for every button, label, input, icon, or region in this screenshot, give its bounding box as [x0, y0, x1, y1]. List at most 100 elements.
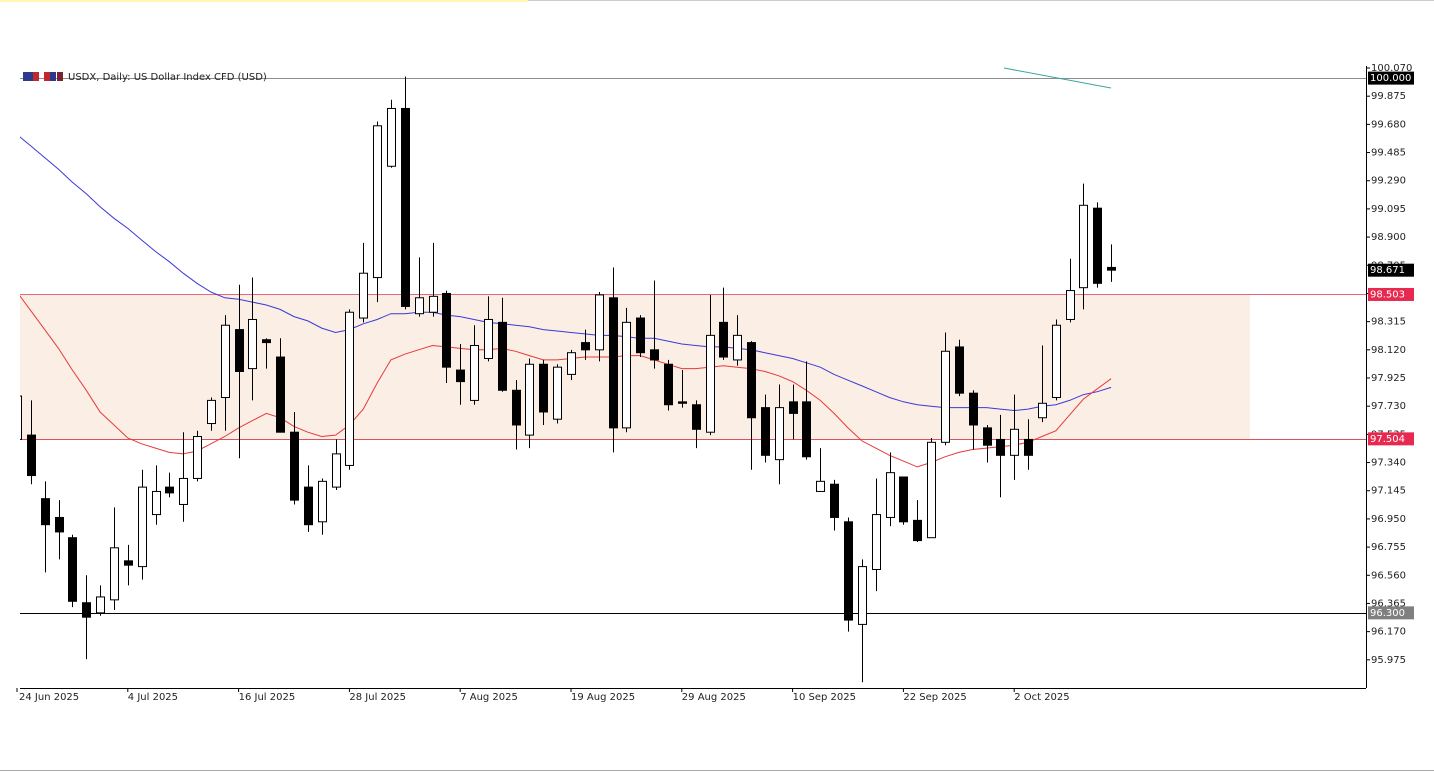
candle-body	[692, 404, 701, 430]
candle-body	[41, 498, 50, 526]
symbol-icon	[23, 72, 63, 81]
candle-body	[775, 407, 784, 461]
y-tick-label: 97.925	[1371, 373, 1406, 384]
candle-body	[664, 363, 673, 406]
candle-body	[996, 438, 1005, 456]
candle-body	[1079, 204, 1088, 289]
candle-body	[609, 297, 618, 429]
candle-body	[152, 490, 161, 516]
y-tick-label: 98.120	[1371, 345, 1406, 356]
candle-body	[816, 480, 825, 492]
candle-body	[138, 486, 147, 568]
candle-body	[1010, 428, 1019, 456]
y-tick-label: 96.560	[1371, 570, 1406, 581]
candle-body	[68, 537, 77, 602]
candle-body	[401, 107, 410, 307]
candle-body	[221, 324, 230, 399]
y-tick-label: 100.070	[1371, 63, 1412, 74]
candle-body	[124, 560, 133, 566]
zone	[20, 294, 1250, 439]
candle-body	[82, 602, 91, 618]
candle-body	[761, 407, 770, 456]
x-tick-label: 19 Aug 2025	[571, 692, 635, 703]
level-label-box	[1368, 606, 1414, 620]
plot-layer	[20, 76, 1366, 683]
candle-body	[96, 596, 105, 614]
candle-body	[941, 350, 950, 443]
candle-body	[470, 344, 479, 401]
candle-body	[747, 342, 756, 419]
candle-body	[498, 321, 507, 391]
candle-body	[110, 547, 119, 601]
candle-body	[262, 339, 271, 344]
candle-body	[567, 352, 576, 375]
x-tick-label: 7 Aug 2025	[460, 692, 518, 703]
candle-body	[55, 516, 64, 533]
chart-title: USDX, Daily: US Dollar Index CFD (USD)	[68, 72, 267, 83]
candle-body	[719, 321, 728, 358]
y-tick-label: 99.290	[1371, 176, 1406, 187]
candle-body	[539, 363, 548, 413]
x-tick-label: 24 Jun 2025	[19, 692, 79, 703]
x-tick-label: 10 Sep 2025	[793, 692, 856, 703]
y-tick-label: 98.900	[1371, 232, 1406, 243]
candle-body	[179, 477, 188, 505]
candle-body	[276, 356, 285, 433]
candle-body	[927, 441, 936, 539]
level-label: 96.300	[1370, 608, 1405, 619]
candle-body	[484, 318, 493, 359]
candle-body	[983, 427, 992, 446]
x-tick-label: 16 Jul 2025	[239, 692, 296, 703]
candle-body	[1093, 207, 1102, 284]
candle-body	[387, 107, 396, 167]
candle-body	[304, 486, 313, 526]
indicator-line	[20, 136, 1112, 412]
candle-body	[207, 399, 216, 425]
candle-body	[332, 453, 341, 488]
x-tick-label: 28 Jul 2025	[349, 692, 406, 703]
candle-body	[622, 321, 631, 429]
candle-body	[512, 389, 521, 426]
candle-body	[802, 401, 811, 458]
candle-body	[20, 395, 22, 440]
level-label: 98.503	[1370, 289, 1405, 300]
level-label-box	[1368, 71, 1414, 85]
candle-body	[415, 297, 424, 315]
y-tick-label: 95.975	[1371, 655, 1406, 666]
candle-body	[1107, 266, 1116, 271]
x-tick-label: 2 Oct 2025	[1014, 692, 1069, 703]
candle-body	[969, 392, 978, 426]
candle-body	[581, 342, 590, 351]
level-label-box	[1368, 287, 1414, 301]
y-tick-label: 99.680	[1371, 119, 1406, 130]
y-tick-label: 96.755	[1371, 542, 1406, 553]
candle-body	[373, 125, 382, 279]
x-tick-label: 22 Sep 2025	[903, 692, 966, 703]
x-tick-label: 4 Jul 2025	[128, 692, 178, 703]
candle-body	[1052, 324, 1061, 399]
candle-body	[844, 521, 853, 621]
level-label: 100.000	[1370, 73, 1411, 84]
candle-body	[525, 363, 534, 436]
candle-body	[165, 486, 174, 494]
candle-body	[955, 346, 964, 394]
candle-body	[553, 366, 562, 420]
x-tick-label: 29 Aug 2025	[682, 692, 746, 703]
candle-body	[456, 369, 465, 383]
trend-line	[1003, 67, 1112, 89]
candle-body	[1038, 402, 1047, 419]
level-label-box	[1368, 432, 1414, 446]
candle-body	[235, 329, 244, 372]
candle-body	[706, 334, 715, 433]
candle-body	[442, 292, 451, 368]
candle-body	[886, 472, 895, 518]
candle-body	[858, 566, 867, 625]
y-tick-label: 98.315	[1371, 317, 1406, 328]
candle-body	[733, 334, 742, 361]
y-tick-label: 96.950	[1371, 514, 1406, 525]
candle-body	[636, 317, 645, 354]
candle-body	[830, 483, 839, 518]
y-tick-label: 97.145	[1371, 486, 1406, 497]
last-price-label: 98.671	[1370, 265, 1405, 276]
y-tick-label: 97.340	[1371, 458, 1406, 469]
